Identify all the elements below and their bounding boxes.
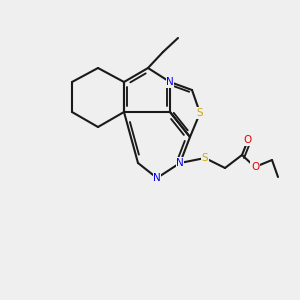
Text: S: S — [197, 108, 203, 118]
Text: N: N — [166, 77, 174, 87]
Text: N: N — [153, 173, 161, 183]
Text: S: S — [202, 153, 208, 163]
Text: O: O — [251, 162, 259, 172]
Text: N: N — [176, 158, 184, 168]
Text: O: O — [244, 135, 252, 145]
